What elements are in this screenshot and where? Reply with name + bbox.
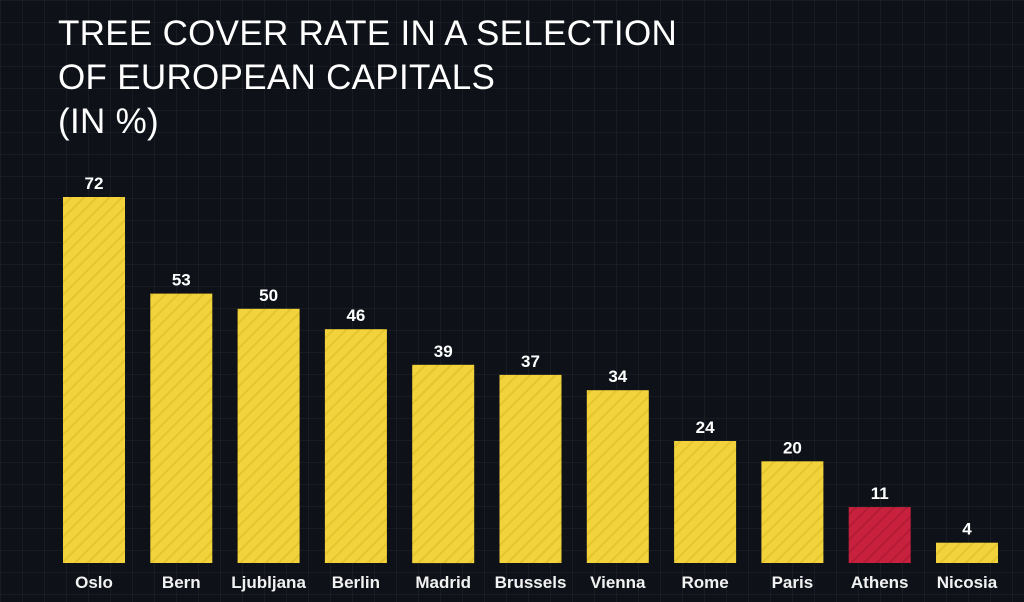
value-label-vienna: 34 [608, 367, 627, 386]
value-label-athens: 11 [871, 484, 889, 503]
bar-paris [761, 461, 824, 563]
category-label-rome: Rome [681, 573, 728, 592]
category-label-oslo: Oslo [75, 573, 113, 592]
bar-bern [150, 293, 213, 563]
category-label-brussels: Brussels [495, 573, 567, 592]
value-label-paris: 20 [783, 438, 802, 457]
chart-title: TREE COVER RATE IN A SELECTION OF EUROPE… [58, 12, 677, 144]
bars-group: 72 Oslo 53 Bern 50 Ljubljana 46 Berlin 39 Madrid 3… [63, 174, 998, 592]
value-label-brussels: 37 [521, 352, 540, 371]
value-label-ljubljana: 50 [259, 286, 278, 305]
category-label-madrid: Madrid [415, 573, 471, 592]
chart-title-line-1: TREE COVER RATE IN A SELECTION [58, 14, 678, 53]
category-label-ljubljana: Ljubljana [231, 573, 306, 592]
value-label-oslo: 72 [85, 174, 104, 193]
chart-title-line-3: (IN %) [58, 102, 159, 141]
value-label-berlin: 46 [346, 306, 365, 325]
bar-rome [674, 441, 737, 563]
chart-title-line-2: OF EUROPEAN CAPITALS [58, 58, 496, 97]
category-label-athens: Athens [851, 573, 909, 592]
bar-berlin [324, 329, 387, 563]
bar-oslo [63, 197, 125, 563]
category-label-bern: Bern [162, 573, 201, 592]
bar-vienna [586, 390, 649, 563]
value-label-nicosia: 4 [962, 520, 972, 539]
bar-madrid [412, 364, 475, 564]
value-label-bern: 53 [172, 271, 191, 290]
bar-nicosia [936, 542, 998, 563]
value-label-rome: 24 [696, 418, 715, 437]
category-label-paris: Paris [772, 573, 814, 592]
category-label-nicosia: Nicosia [937, 573, 998, 592]
category-label-berlin: Berlin [332, 573, 380, 592]
category-label-vienna: Vienna [590, 573, 646, 592]
bar-athens [848, 507, 911, 563]
bar-brussels [499, 374, 562, 563]
bar-ljubljana [237, 308, 300, 563]
value-label-madrid: 39 [434, 342, 453, 361]
